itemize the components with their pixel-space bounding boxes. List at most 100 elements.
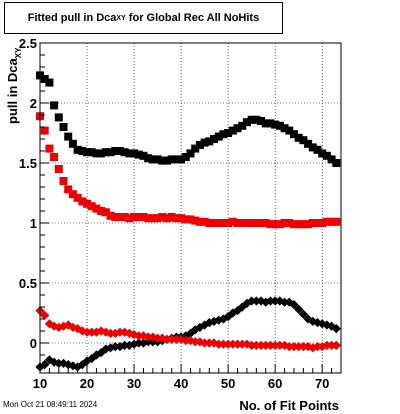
data-point (294, 304, 304, 314)
data-point (238, 219, 247, 227)
data-point (219, 219, 228, 227)
data-point (40, 310, 50, 320)
data-point (219, 130, 228, 139)
data-point (59, 123, 68, 131)
chart-title: Fitted pull in Dca XY for Global Rec All … (5, 3, 282, 33)
data-point (304, 220, 313, 229)
data-point (242, 298, 252, 308)
data-point (186, 149, 195, 158)
data-point (110, 342, 120, 352)
data-point (83, 148, 92, 157)
data-point (158, 156, 167, 165)
data-point (331, 340, 341, 350)
data-point (251, 296, 261, 306)
data-point (167, 213, 176, 221)
data-point (134, 331, 144, 341)
data-point (261, 340, 271, 350)
data-point (298, 309, 308, 319)
data-point (171, 334, 181, 344)
data-point (78, 147, 87, 155)
data-point (111, 213, 120, 221)
x-tick-label: 70 (315, 376, 329, 391)
data-point (120, 213, 129, 221)
data-point (238, 121, 247, 130)
data-point (134, 150, 143, 159)
data-point (214, 339, 224, 349)
data-point (322, 151, 331, 160)
data-point (144, 214, 153, 223)
data-point (185, 336, 196, 346)
data-point (87, 148, 96, 157)
data-point (63, 360, 73, 370)
data-point (224, 219, 233, 227)
data-point (232, 306, 243, 316)
data-point (162, 334, 172, 344)
data-point (210, 135, 219, 143)
data-point (318, 149, 327, 158)
data-point (257, 219, 266, 227)
data-point (129, 339, 139, 349)
data-point (289, 342, 299, 352)
y-tick-label: 0 (30, 336, 37, 351)
data-point (257, 117, 266, 125)
data-point (73, 145, 82, 154)
data-point (120, 340, 130, 350)
data-point (232, 339, 243, 349)
data-point (289, 130, 298, 139)
data-point (101, 148, 110, 157)
data-point (214, 132, 223, 141)
x-tick-label: 40 (174, 376, 188, 391)
data-point (130, 149, 139, 158)
data-point (44, 319, 55, 329)
data-point (101, 208, 110, 217)
data-point (139, 213, 148, 221)
axis-ticks (39, 42, 342, 373)
data-point (115, 327, 125, 337)
data-point (106, 148, 115, 157)
y-tick-label: 2.5 (19, 36, 37, 51)
data-point (111, 147, 120, 155)
data-point (228, 339, 238, 349)
data-point (45, 78, 54, 87)
data-point (172, 155, 181, 164)
data-point (223, 339, 233, 349)
data-point (265, 340, 276, 350)
x-tick-label: 60 (268, 376, 282, 391)
x-tick-label: 10 (33, 376, 47, 391)
data-point (313, 145, 322, 154)
data-point (195, 322, 205, 332)
data-point (64, 132, 73, 141)
plot-frame (39, 42, 342, 374)
y-axis-label: pull in DcaXY (5, 47, 23, 124)
data-point (228, 217, 237, 226)
data-point (58, 321, 69, 331)
data-point (82, 327, 92, 337)
data-point (275, 340, 285, 350)
data-point (265, 296, 276, 306)
data-point (195, 337, 205, 347)
data-point (214, 219, 223, 227)
data-point (271, 120, 280, 129)
data-point (289, 220, 298, 229)
data-point (313, 219, 322, 227)
data-point (73, 324, 83, 334)
data-point (218, 339, 229, 349)
data-point (78, 197, 87, 206)
data-point (54, 322, 64, 332)
data-point (285, 126, 294, 135)
data-point (125, 149, 134, 158)
data-point (327, 155, 336, 164)
data-point (256, 340, 266, 350)
data-point (261, 219, 270, 227)
title-main: Fitted pull in Dca (27, 12, 117, 24)
data-point (92, 149, 101, 158)
data-point (143, 332, 153, 342)
data-point (331, 324, 341, 334)
data-point (280, 219, 289, 227)
data-point (200, 338, 210, 348)
data-point (247, 115, 256, 124)
data-point (279, 297, 290, 307)
data-point (326, 340, 337, 350)
data-point (322, 340, 332, 350)
